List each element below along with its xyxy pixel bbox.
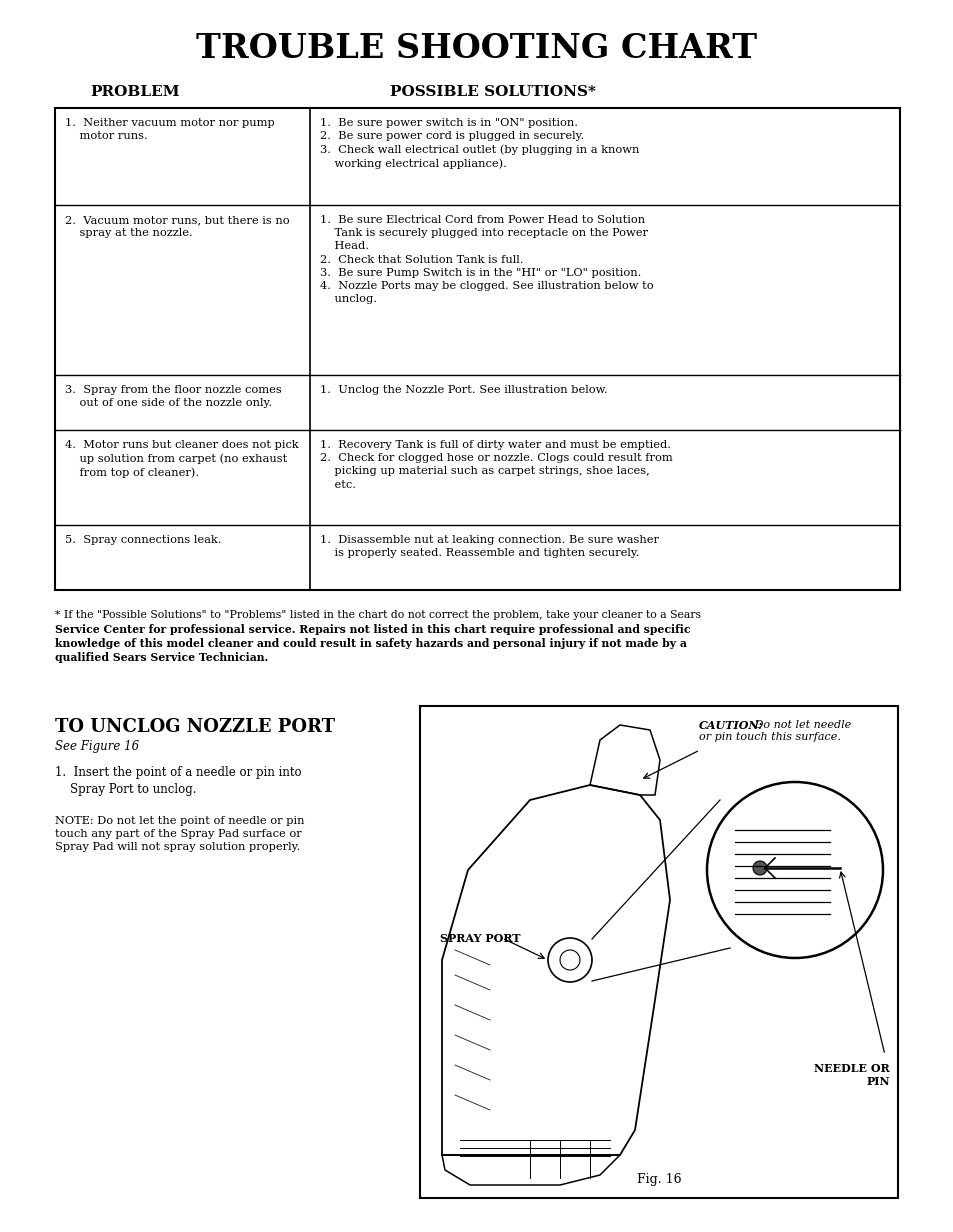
Text: NEEDLE OR
PIN: NEEDLE OR PIN — [814, 1063, 889, 1087]
Text: * If the "Possible Solutions" to "Problems" listed in the chart do not correct t: * If the "Possible Solutions" to "Proble… — [55, 610, 700, 620]
Text: 1.  Be sure power switch is in "ON" position.
2.  Be sure power cord is plugged : 1. Be sure power switch is in "ON" posit… — [319, 118, 639, 169]
Text: See Figure 16: See Figure 16 — [55, 740, 139, 753]
Text: 2.  Vacuum motor runs, but there is no
    spray at the nozzle.: 2. Vacuum motor runs, but there is no sp… — [65, 216, 290, 238]
Text: 1.  Insert the point of a needle or pin into
    Spray Port to unclog.: 1. Insert the point of a needle or pin i… — [55, 766, 301, 796]
Text: PROBLEM: PROBLEM — [90, 85, 179, 99]
Text: SPRAY PORT: SPRAY PORT — [439, 933, 520, 944]
Text: Service Center for professional service. Repairs not listed in this chart requir: Service Center for professional service.… — [55, 623, 690, 634]
Text: NOTE: Do not let the point of needle or pin
touch any part of the Spray Pad surf: NOTE: Do not let the point of needle or … — [55, 816, 304, 853]
Text: POSSIBLE SOLUTIONS*: POSSIBLE SOLUTIONS* — [390, 85, 596, 99]
Text: 1.  Recovery Tank is full of dirty water and must be emptied.
2.  Check for clog: 1. Recovery Tank is full of dirty water … — [319, 440, 672, 489]
Text: 1.  Neither vacuum motor nor pump
    motor runs.: 1. Neither vacuum motor nor pump motor r… — [65, 118, 274, 142]
Text: TROUBLE SHOOTING CHART: TROUBLE SHOOTING CHART — [196, 32, 757, 64]
Text: 5.  Spray connections leak.: 5. Spray connections leak. — [65, 535, 221, 545]
Text: qualified Sears Service Technician.: qualified Sears Service Technician. — [55, 652, 268, 663]
Text: knowledge of this model cleaner and could result in safety hazards and personal : knowledge of this model cleaner and coul… — [55, 638, 686, 649]
Text: Do not let needle: Do not let needle — [750, 719, 850, 731]
Text: 1.  Unclog the Nozzle Port. See illustration below.: 1. Unclog the Nozzle Port. See illustrat… — [319, 384, 607, 395]
Text: 1.  Disassemble nut at leaking connection. Be sure washer
    is properly seated: 1. Disassemble nut at leaking connection… — [319, 535, 659, 558]
Text: 4.  Motor runs but cleaner does not pick
    up solution from carpet (no exhaust: 4. Motor runs but cleaner does not pick … — [65, 440, 298, 478]
Circle shape — [752, 861, 766, 875]
Text: Fig. 16: Fig. 16 — [636, 1173, 680, 1186]
Text: TO UNCLOG NOZZLE PORT: TO UNCLOG NOZZLE PORT — [55, 718, 335, 736]
Bar — [55, 108, 899, 590]
Text: 3.  Spray from the floor nozzle comes
    out of one side of the nozzle only.: 3. Spray from the floor nozzle comes out… — [65, 384, 281, 408]
Bar — [419, 706, 897, 1198]
Text: 1.  Be sure Electrical Cord from Power Head to Solution
    Tank is securely plu: 1. Be sure Electrical Cord from Power He… — [319, 216, 653, 304]
Text: CAUTION:: CAUTION: — [699, 719, 762, 731]
Text: or pin touch this surface.: or pin touch this surface. — [699, 732, 840, 742]
